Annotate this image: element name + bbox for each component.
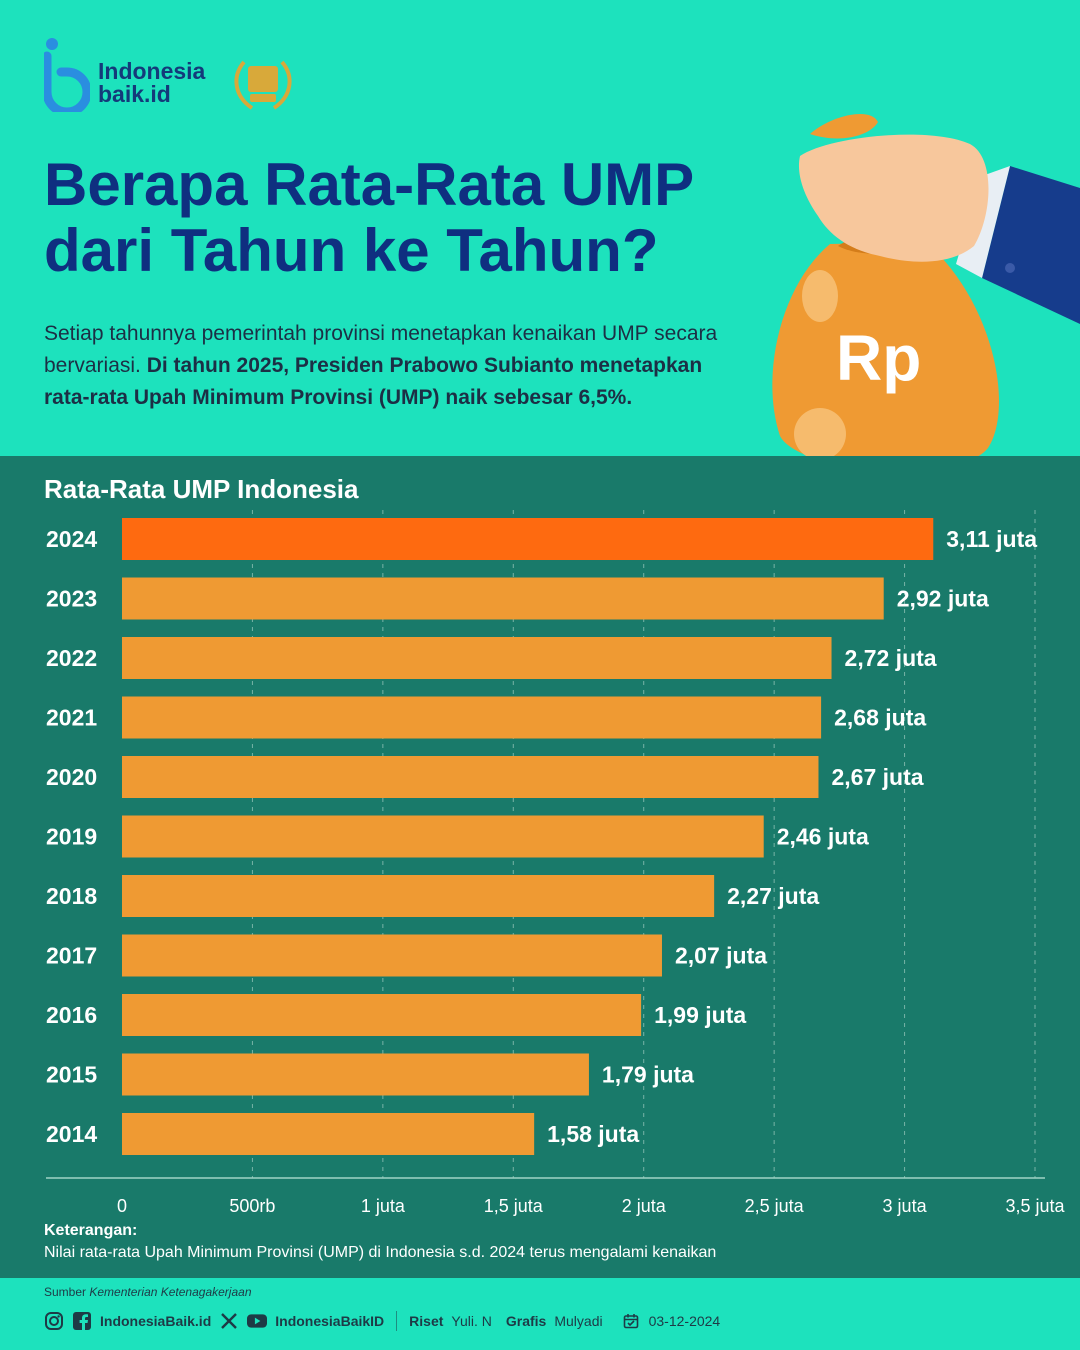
bar-value-label: 2,07 juta — [675, 943, 767, 969]
y-category-label: 2022 — [46, 645, 97, 671]
y-category-label: 2020 — [46, 764, 97, 790]
bar-value-label: 2,72 juta — [845, 645, 937, 671]
bar — [122, 875, 715, 917]
x-tick-label: 2 juta — [622, 1196, 667, 1216]
page-title: Berapa Rata-Rata UMP dari Tahun ke Tahun… — [44, 152, 804, 284]
bar-value-label: 1,99 juta — [654, 1002, 746, 1028]
y-category-label: 2014 — [46, 1121, 97, 1147]
riset-label: Riset — [409, 1313, 444, 1329]
x-tick-label: 1 juta — [361, 1196, 406, 1216]
footer-bar: IndonesiaBaik.id IndonesiaBaikID Riset Y… — [44, 1308, 720, 1334]
x-tick-label: 2,5 juta — [745, 1196, 805, 1216]
bar-value-label: 2,68 juta — [834, 705, 926, 731]
youtube-icon[interactable] — [247, 1311, 268, 1331]
hand-shape — [798, 134, 989, 262]
note-text: Nilai rata-rata Upah Minimum Provinsi (U… — [44, 1244, 717, 1261]
y-category-label: 2018 — [46, 883, 97, 909]
intro-bold: Di tahun 2025, Presiden Prabowo Subianto… — [44, 354, 703, 409]
bag-rupiah-symbol: Rp — [836, 322, 921, 394]
facebook-icon[interactable] — [72, 1311, 92, 1331]
brand-line1: Indonesia — [98, 58, 206, 84]
y-category-label: 2023 — [46, 586, 97, 612]
y-category-label: 2016 — [46, 1002, 97, 1028]
cuff-button — [1005, 263, 1015, 273]
riset-value: Yuli. N — [451, 1313, 492, 1329]
brand-logo: Indonesia baik.id — [44, 36, 304, 116]
x-icon[interactable] — [219, 1311, 239, 1331]
award-laurel-icon — [234, 60, 292, 110]
bar-value-label: 2,27 juta — [727, 883, 819, 909]
bar-chart: 0 500rb 1 juta 1,5 juta 2 juta 2,5 juta 3 juta… — [0, 456, 1080, 1226]
y-category-label: 2015 — [46, 1062, 97, 1088]
bar — [122, 1113, 535, 1155]
chart-title: Rata-Rata UMP Indonesia — [44, 474, 359, 504]
footer-divider-1 — [396, 1311, 398, 1331]
instagram-icon[interactable] — [44, 1311, 64, 1331]
bar — [122, 637, 832, 679]
social-handle-2[interactable]: IndonesiaBaikID — [275, 1313, 385, 1329]
bar — [122, 518, 934, 560]
bar — [122, 994, 642, 1036]
bar — [122, 815, 764, 858]
x-tick-label: 500rb — [229, 1196, 275, 1216]
y-category-label: 2019 — [46, 824, 97, 850]
bar-value-label: 3,11 juta — [946, 526, 1037, 552]
bar-value-label: 1,58 juta — [547, 1121, 639, 1147]
logo-mark-icon — [44, 38, 90, 112]
bar-value-label: 2,92 juta — [897, 586, 989, 612]
bar-chart-svg: 0 500rb 1 juta 1,5 juta 2 juta 2,5 juta 3 juta… — [46, 510, 1066, 1216]
grafis-value: Mulyadi — [554, 1313, 603, 1329]
title-line1: Berapa Rata-Rata UMP — [44, 151, 695, 218]
calendar-icon — [621, 1311, 641, 1331]
publish-date: 03-12-2024 — [648, 1313, 721, 1329]
bar — [122, 1053, 589, 1096]
money-bag-illustration: Rp — [772, 113, 1080, 471]
bar-value-label: 1,79 juta — [602, 1062, 694, 1088]
grafis-label: Grafis — [505, 1313, 547, 1329]
bag-shine-2 — [794, 408, 846, 460]
title-line2: dari Tahun ke Tahun? — [44, 217, 659, 284]
bar-value-label: 2,67 juta — [831, 764, 923, 790]
x-tick-label: 3 juta — [883, 1196, 928, 1216]
bar — [122, 696, 822, 739]
bag-top — [810, 113, 878, 139]
source-label: Sumber — [44, 1285, 87, 1299]
social-handle-1[interactable]: IndonesiaBaik.id — [100, 1313, 212, 1329]
bar-value-label: 2,46 juta — [777, 824, 869, 850]
intro-paragraph: Setiap tahunnya pemerintah provinsi mene… — [44, 318, 724, 414]
brand-line2: baik.id — [98, 81, 171, 107]
bar — [122, 756, 819, 798]
note-heading: Keterangan: — [44, 1222, 138, 1239]
intro-plain: Setiap tahunnya pemerintah provinsi mene… — [44, 322, 718, 377]
y-category-label: 2021 — [46, 705, 97, 731]
y-category-label: 2017 — [46, 943, 97, 969]
source-value: Kementerian Ketenagakerjaan — [89, 1285, 252, 1299]
bag-shine-1 — [802, 270, 838, 322]
bar — [122, 934, 662, 977]
y-category-label: 2024 — [46, 526, 97, 552]
x-tick-label: 1,5 juta — [484, 1196, 544, 1216]
bar — [122, 577, 884, 620]
sleeve-shape — [982, 166, 1080, 324]
brand-name: Indonesia baik.id — [98, 60, 205, 106]
x-tick-label: 3,5 juta — [1005, 1196, 1065, 1216]
x-tick-label: 0 — [117, 1196, 127, 1216]
source-line: Sumber Kementerian Ketenagakerjaan — [44, 1285, 252, 1299]
